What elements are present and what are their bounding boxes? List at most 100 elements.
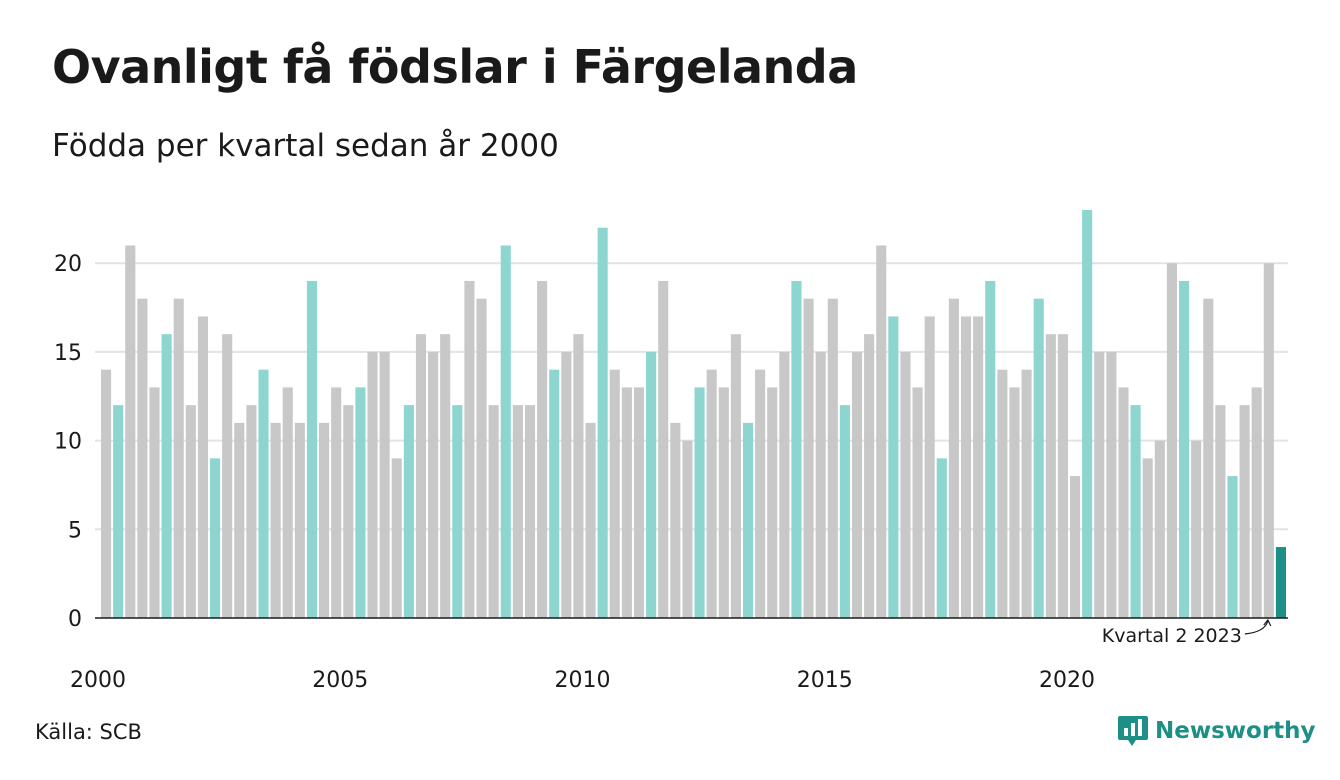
bar: [101, 369, 112, 618]
bar: [210, 458, 221, 618]
bar: [1203, 298, 1214, 618]
bar: [876, 245, 887, 618]
bar: [403, 405, 414, 618]
annotation-label: Kvartal 2 2023: [1102, 625, 1242, 647]
bar: [682, 440, 693, 618]
y-tick-label: 15: [54, 341, 82, 366]
bar: [621, 387, 632, 618]
bar: [428, 351, 439, 618]
source-note: Källa: SCB: [35, 720, 142, 744]
bar: [197, 316, 209, 618]
bar: [306, 280, 318, 618]
newsworthy-logo-text: Newsworthy: [1155, 718, 1316, 744]
bar: [1009, 387, 1020, 618]
bar: [161, 334, 172, 618]
bar: [767, 387, 778, 618]
bar: [1082, 210, 1093, 618]
bar: [1142, 458, 1153, 618]
bar: [1069, 476, 1081, 618]
bar: [1275, 547, 1286, 618]
bar: [1057, 334, 1068, 618]
bar: [742, 422, 754, 618]
bar: [597, 227, 608, 618]
newsworthy-logo: Newsworthy: [1117, 714, 1316, 748]
bar: [452, 405, 463, 618]
chart-subtitle: Födda per kvartal sedan år 2000: [52, 128, 559, 164]
bar: [270, 422, 281, 618]
bar: [573, 334, 584, 618]
y-tick-label: 5: [68, 518, 82, 543]
bar: [670, 422, 681, 618]
bar: [1021, 369, 1032, 618]
bar: [646, 351, 657, 618]
bar: [815, 351, 826, 618]
bar: [1178, 280, 1190, 618]
bar: [924, 316, 935, 618]
bar: [948, 298, 959, 618]
annotation-arrow: [1244, 620, 1269, 635]
bar: [888, 316, 899, 618]
bar: [258, 369, 269, 618]
bar: [1118, 387, 1129, 618]
bar: [234, 422, 245, 618]
bar: [936, 458, 947, 618]
bar: [803, 298, 814, 618]
bar: [222, 334, 233, 618]
bar: [791, 280, 802, 618]
y-tick-label: 20: [54, 252, 82, 277]
bar: [1166, 263, 1177, 618]
bar: [1191, 440, 1202, 618]
bar: [331, 387, 342, 618]
bar: [1094, 351, 1105, 618]
newsworthy-logo-icon: [1118, 716, 1148, 746]
bar: [113, 405, 124, 618]
bar: [960, 316, 972, 618]
x-tick-label: 2010: [554, 668, 610, 693]
bar: [1130, 405, 1141, 618]
bar: [1033, 298, 1044, 618]
bar: [1045, 334, 1056, 618]
bar: [973, 316, 984, 618]
bar: [1239, 405, 1250, 618]
bar: [561, 351, 572, 618]
bar: [1154, 440, 1165, 618]
bar: [537, 280, 548, 618]
bar: [864, 334, 875, 618]
bar: [706, 369, 717, 618]
bar: [415, 334, 427, 618]
bar: [512, 405, 523, 618]
bar: [912, 387, 923, 618]
bar: [1215, 405, 1226, 618]
bar: [185, 405, 196, 618]
bar: [246, 405, 257, 618]
bar: [633, 387, 645, 618]
bar: [282, 387, 293, 618]
bar: [294, 422, 305, 618]
bar: [137, 298, 148, 618]
bar: [464, 280, 475, 618]
bar: [379, 351, 390, 618]
bar: [500, 245, 511, 618]
bar: [1227, 476, 1238, 618]
bar: [839, 405, 850, 618]
bar: [488, 405, 499, 618]
bar: [343, 405, 354, 618]
x-tick-label: 2015: [797, 668, 853, 693]
bar: [827, 298, 838, 618]
bar: [355, 387, 366, 618]
x-tick-label: 2020: [1039, 668, 1095, 693]
bar: [609, 369, 620, 618]
bar: [319, 422, 330, 618]
bar: [440, 334, 451, 618]
bar: [985, 280, 996, 618]
bar: [1106, 351, 1117, 618]
bar: [779, 351, 790, 618]
bar: [367, 351, 378, 618]
bar: [173, 298, 184, 618]
bar: [997, 369, 1008, 618]
bar: [730, 334, 741, 618]
bar: [755, 369, 766, 618]
bar: [694, 387, 705, 618]
